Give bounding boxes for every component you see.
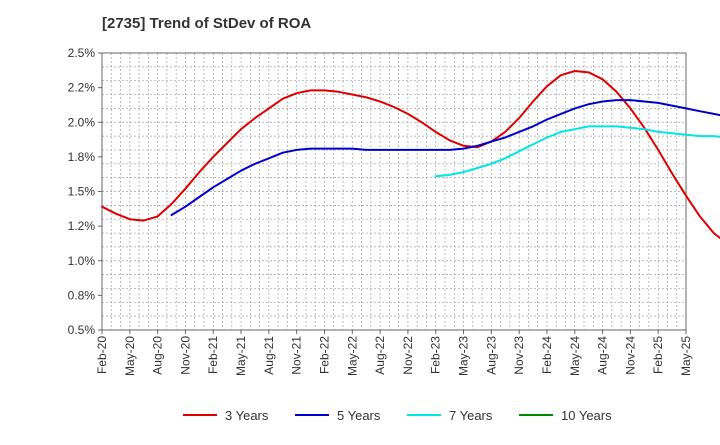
y-tick-label: 1.2% [68, 219, 96, 233]
grid-lines [102, 53, 686, 330]
y-tick-label: 1.8% [68, 150, 96, 164]
x-tick-label: May-21 [234, 336, 248, 376]
legend-label: 10 Years [561, 408, 612, 423]
x-tick-label: Nov-24 [623, 336, 637, 375]
x-tick-label: May-24 [568, 336, 582, 376]
legend-label: 7 Years [449, 408, 493, 423]
legend: 3 Years 5 Years 7 Years 10 Years [183, 408, 612, 423]
legend-item-5-years: 5 Years [295, 408, 381, 423]
x-tick-label: Nov-23 [512, 336, 526, 375]
legend-item-3-years: 3 Years [183, 408, 269, 423]
y-tick-label: 0.5% [68, 323, 96, 337]
legend-item-10-years: 10 Years [519, 408, 612, 423]
x-tick-label: Feb-24 [540, 336, 554, 374]
x-tick-label: May-22 [345, 336, 359, 376]
x-tick-label: Aug-22 [373, 336, 387, 375]
x-tick-label: Aug-24 [596, 336, 610, 375]
x-tick-label: Nov-22 [401, 336, 415, 375]
x-tick-label: Feb-20 [95, 336, 109, 374]
legend-label: 5 Years [337, 408, 381, 423]
x-tick-label: Feb-25 [651, 336, 665, 374]
x-tick-label: Aug-21 [262, 336, 276, 375]
legend-label: 3 Years [225, 408, 269, 423]
y-tick-label: 1.5% [68, 185, 96, 199]
x-tick-label: Feb-22 [317, 336, 331, 374]
x-tick-label: Nov-21 [290, 336, 304, 375]
x-tick-label: Aug-20 [151, 336, 165, 375]
y-tick-label: 0.8% [68, 288, 96, 302]
legend-item-7-years: 7 Years [407, 408, 493, 423]
x-tick-label: May-25 [679, 336, 693, 376]
y-tick-label: 2.0% [68, 115, 96, 129]
x-tick-label: Aug-23 [484, 336, 498, 375]
y-tick-label: 2.5% [68, 46, 96, 60]
x-tick-label: Feb-23 [429, 336, 443, 374]
x-tick-label: May-20 [123, 336, 137, 376]
y-tick-label: 1.0% [68, 254, 96, 268]
x-tick-label: Feb-21 [206, 336, 220, 374]
x-tick-label: Nov-20 [178, 336, 192, 375]
x-tick-label: May-23 [457, 336, 471, 376]
y-tick-label: 2.2% [68, 81, 96, 95]
chart-title: [2735] Trend of StDev of ROA [102, 15, 311, 32]
